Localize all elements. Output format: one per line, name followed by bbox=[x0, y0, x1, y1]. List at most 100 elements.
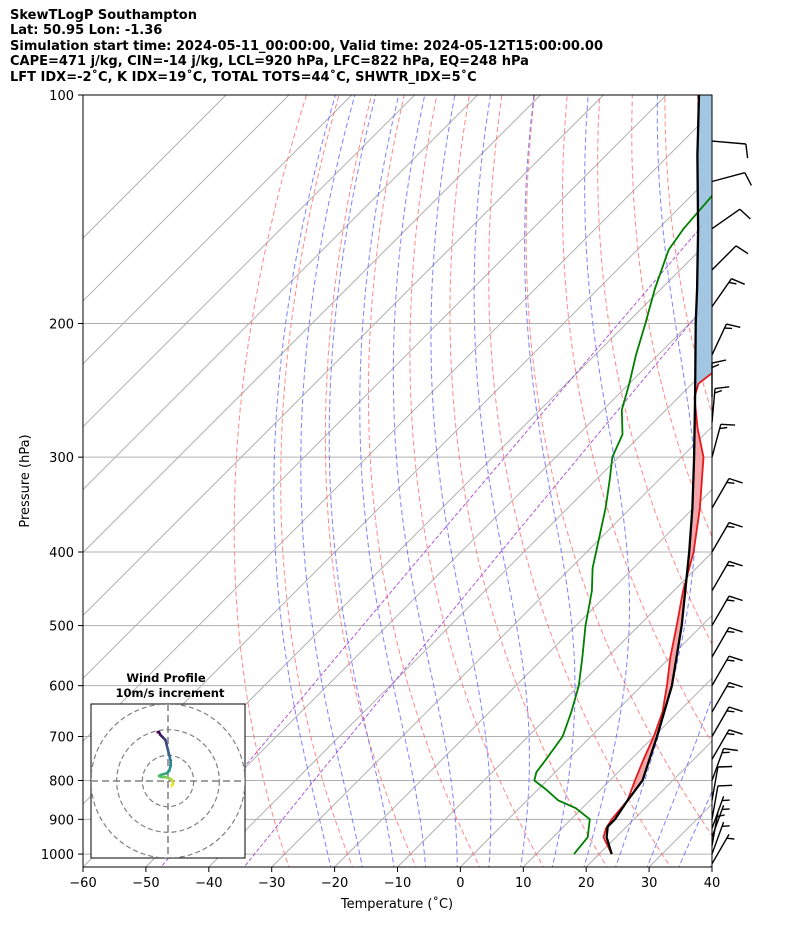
barb-feather bbox=[728, 681, 743, 688]
y-tick-label: 300 bbox=[49, 451, 74, 466]
mixing-ratio-line bbox=[243, 296, 712, 867]
isotherm bbox=[522, 677, 712, 867]
wind-barb bbox=[711, 821, 730, 855]
moist-adiabat bbox=[473, 95, 530, 867]
barb-feather bbox=[717, 765, 733, 768]
y-tick-label: 100 bbox=[49, 89, 74, 104]
dry-adiabat bbox=[449, 95, 608, 867]
wind-barb bbox=[711, 323, 741, 356]
barb-staff bbox=[711, 478, 730, 509]
isotherm bbox=[460, 614, 712, 867]
index-line: LFT IDX=-2˚C, K IDX=19˚C, TOTAL TOTS=44˚… bbox=[10, 69, 477, 85]
isotherm bbox=[208, 363, 712, 867]
inset-subtitle: 10m/s increment bbox=[116, 686, 225, 700]
y-tick-label: 500 bbox=[49, 620, 74, 635]
moist-adiabat bbox=[430, 95, 492, 867]
y-tick-label: 200 bbox=[49, 318, 74, 333]
wind-barb bbox=[711, 595, 743, 626]
barb-feather bbox=[731, 278, 745, 285]
moist-adiabat bbox=[678, 790, 712, 867]
barb-staff bbox=[711, 561, 730, 592]
barb-feather bbox=[728, 595, 743, 602]
y-tick-label: 800 bbox=[49, 775, 74, 790]
y-tick-label: 1000 bbox=[41, 848, 74, 863]
moist-adiabat bbox=[328, 95, 395, 867]
x-tick-label: 10 bbox=[515, 876, 532, 891]
dry-adiabat bbox=[664, 95, 712, 415]
wind-barbs bbox=[711, 140, 753, 865]
moist-adiabat bbox=[273, 95, 336, 867]
dry-adiabat bbox=[409, 95, 544, 867]
isotherm bbox=[83, 95, 227, 239]
barb-staff bbox=[711, 796, 725, 829]
y-tick-label: 700 bbox=[49, 730, 74, 745]
wind-barb bbox=[711, 729, 743, 760]
y-tick-label: 900 bbox=[49, 813, 74, 828]
x-tick-label: −40 bbox=[195, 876, 222, 891]
isotherm bbox=[83, 95, 353, 365]
barb-feather bbox=[728, 706, 743, 713]
barb-feather bbox=[744, 172, 753, 186]
barb-staff bbox=[711, 172, 745, 183]
isotherm bbox=[83, 95, 667, 680]
barb-staff bbox=[711, 627, 730, 658]
barb-feather bbox=[745, 143, 749, 159]
fill-layer bbox=[631, 95, 712, 790]
wind-barb bbox=[711, 784, 733, 820]
barb-staff bbox=[711, 804, 725, 838]
wind-barb bbox=[711, 386, 730, 423]
barb-feather bbox=[735, 245, 749, 255]
inset-plot bbox=[91, 704, 245, 858]
barb-staff bbox=[711, 522, 730, 553]
barb-feather bbox=[728, 521, 743, 528]
isotherm bbox=[711, 866, 712, 867]
wind-barb bbox=[711, 278, 745, 307]
grid-layer bbox=[83, 95, 794, 867]
wind-barb bbox=[711, 804, 730, 838]
isotherm bbox=[775, 95, 794, 867]
moist-adiabat bbox=[300, 95, 363, 867]
chart-header: SkewTLogP Southampton Lat: 50.95 Lon: -1… bbox=[10, 8, 790, 85]
barb-feather bbox=[726, 710, 735, 713]
barb-feather bbox=[726, 525, 735, 528]
barb-feather bbox=[720, 423, 736, 426]
location-line: Lat: 50.95 Lon: -1.36 bbox=[10, 23, 163, 39]
barb-staff bbox=[711, 208, 741, 230]
wind-barb bbox=[711, 208, 751, 230]
cape-area bbox=[631, 397, 704, 790]
barb-feather bbox=[728, 560, 743, 567]
x-tick-label: −50 bbox=[132, 876, 159, 891]
isotherm bbox=[334, 488, 712, 867]
isotherm bbox=[83, 95, 541, 554]
series-layer bbox=[533, 95, 712, 855]
isotherm bbox=[83, 95, 416, 428]
barb-feather bbox=[711, 363, 720, 369]
wind-barb bbox=[711, 521, 743, 553]
wind-barb bbox=[711, 172, 753, 186]
barb-feather bbox=[722, 808, 730, 811]
barb-feather bbox=[726, 630, 735, 633]
barb-feather bbox=[726, 481, 735, 484]
x-tick-label: −20 bbox=[321, 876, 348, 891]
wind-barb bbox=[711, 655, 743, 687]
inset-title: Wind Profile bbox=[126, 671, 206, 685]
isotherm bbox=[83, 95, 290, 302]
barb-feather bbox=[722, 825, 730, 827]
barb-feather bbox=[726, 659, 735, 662]
wind-barb bbox=[711, 706, 743, 737]
isotherm bbox=[83, 111, 712, 742]
isotherm bbox=[145, 300, 712, 867]
barb-feather bbox=[726, 599, 735, 602]
moist-adiabat bbox=[583, 95, 630, 867]
dry-adiabat bbox=[525, 95, 712, 837]
moist-adiabat bbox=[392, 95, 458, 867]
barb-staff bbox=[711, 424, 722, 458]
wind-barb bbox=[711, 796, 730, 829]
x-tick-label: 0 bbox=[456, 876, 464, 891]
dry-adiabat bbox=[561, 95, 712, 744]
barb-staff bbox=[711, 706, 730, 737]
isotherm bbox=[83, 95, 478, 491]
barb-feather bbox=[726, 837, 735, 840]
wind-barb bbox=[711, 626, 743, 658]
barb-feather bbox=[711, 359, 727, 364]
